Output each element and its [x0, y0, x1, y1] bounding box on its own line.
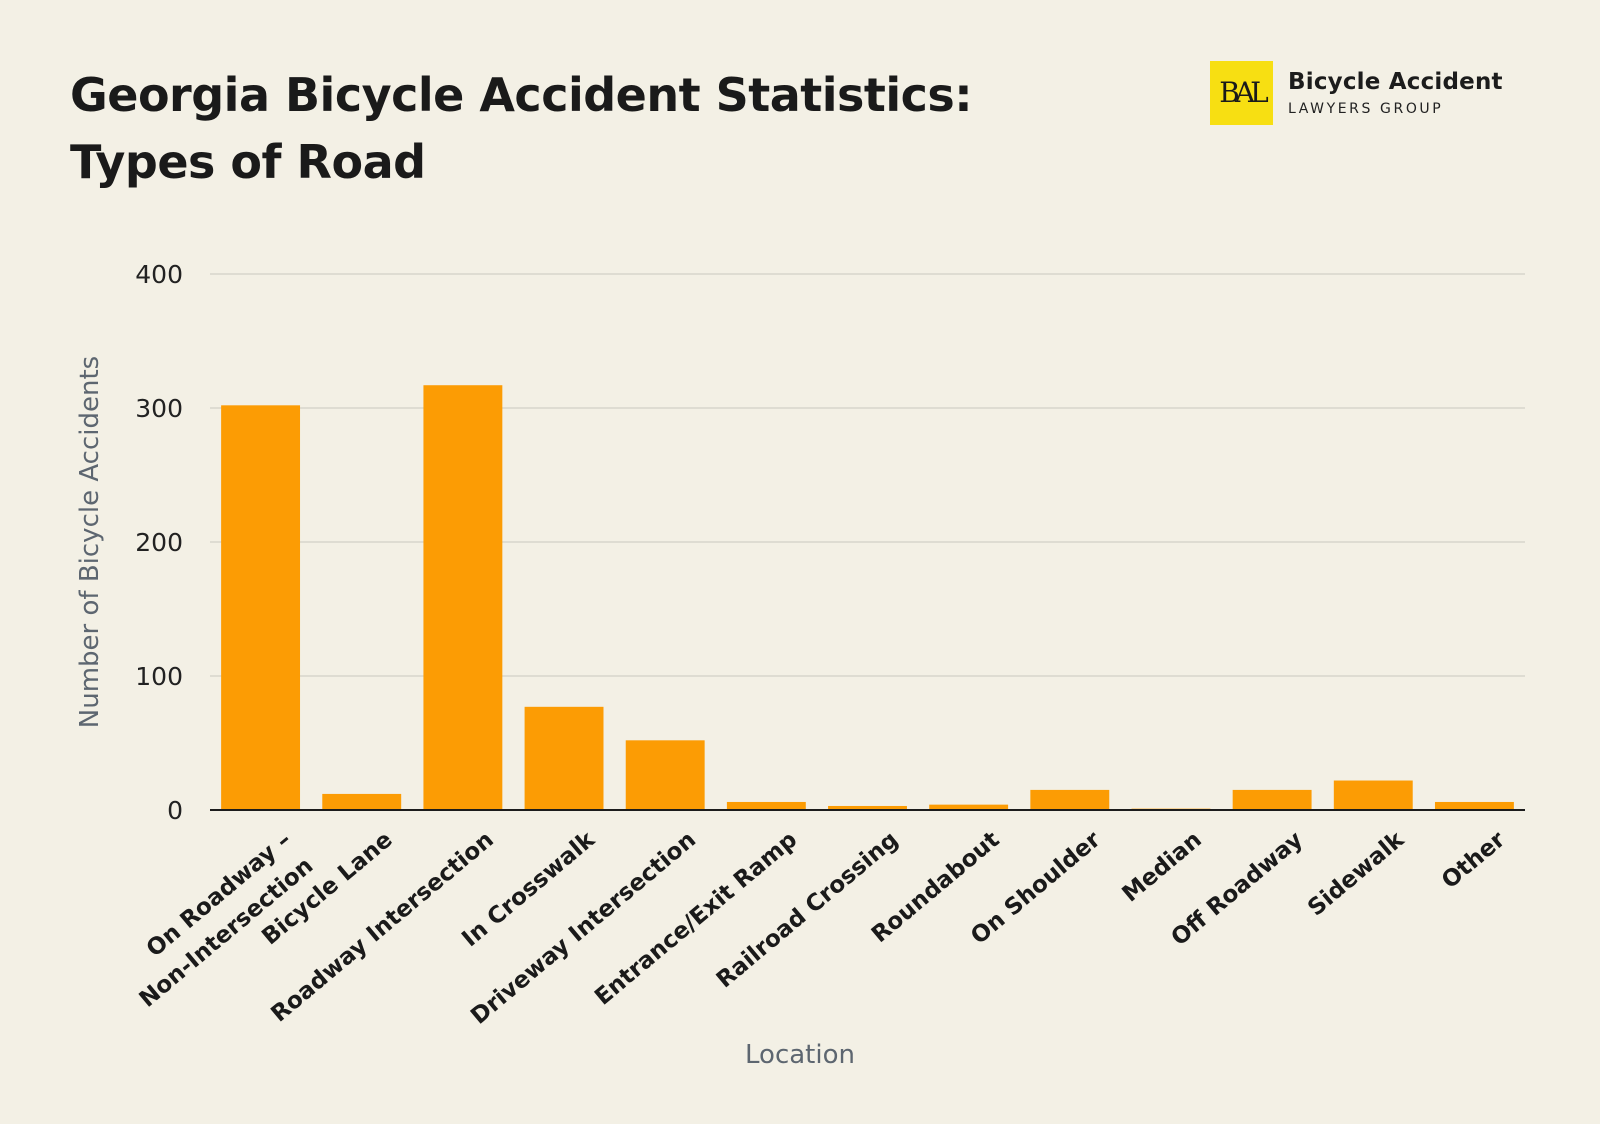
x-tick-label: Other	[1437, 826, 1511, 894]
logo-mark-icon: BAL	[1210, 61, 1273, 125]
bar	[524, 706, 604, 810]
chart-title-line-1: Georgia Bicycle Accident Statistics:	[70, 68, 973, 122]
x-tick-label: Railroad Crossing	[712, 827, 904, 994]
brand-logo: BAL Bicycle Accident LAWYERS GROUP	[1210, 61, 1580, 125]
x-tick-label: Sidewalk	[1303, 826, 1409, 921]
chart-grid	[210, 273, 1525, 677]
chart-title: Georgia Bicycle Accident Statistics: Typ…	[70, 62, 1070, 196]
y-axis-label: Number of Bicycle Accidents	[75, 356, 105, 728]
bar	[221, 405, 301, 810]
bar	[322, 793, 402, 810]
y-axis-ticks: 0 100 200 300 400	[135, 260, 183, 825]
bar	[929, 804, 1009, 810]
x-tick-label: Median	[1118, 827, 1207, 908]
bar	[1434, 801, 1514, 810]
x-tick-label-line: Entrance/Exit Ramp	[590, 827, 802, 1011]
bar	[423, 385, 503, 810]
x-axis-label: Location	[745, 1040, 855, 1070]
y-tick-label: 0	[167, 796, 183, 825]
x-tick-label-line: Railroad Crossing	[712, 827, 904, 994]
chart-bars	[221, 385, 1514, 810]
x-tick-label-line: Median	[1118, 827, 1207, 908]
bar	[726, 801, 806, 810]
y-tick-label: 100	[135, 662, 183, 691]
x-tick-label-line: Sidewalk	[1303, 826, 1409, 921]
y-tick-label: 200	[135, 528, 183, 557]
logo-name: Bicycle Accident	[1288, 69, 1503, 95]
bar	[1232, 789, 1312, 810]
chart-title-line-2: Types of Road	[70, 135, 426, 189]
x-tick-label-line: Other	[1437, 826, 1511, 894]
bar	[1333, 780, 1413, 810]
bar	[625, 740, 705, 810]
logo-subtitle: LAWYERS GROUP	[1288, 101, 1444, 117]
y-tick-label: 300	[135, 394, 183, 423]
bar	[1030, 789, 1110, 810]
y-tick-label: 400	[135, 260, 183, 289]
bar	[828, 805, 907, 810]
x-tick-label: Entrance/Exit Ramp	[590, 827, 802, 1011]
